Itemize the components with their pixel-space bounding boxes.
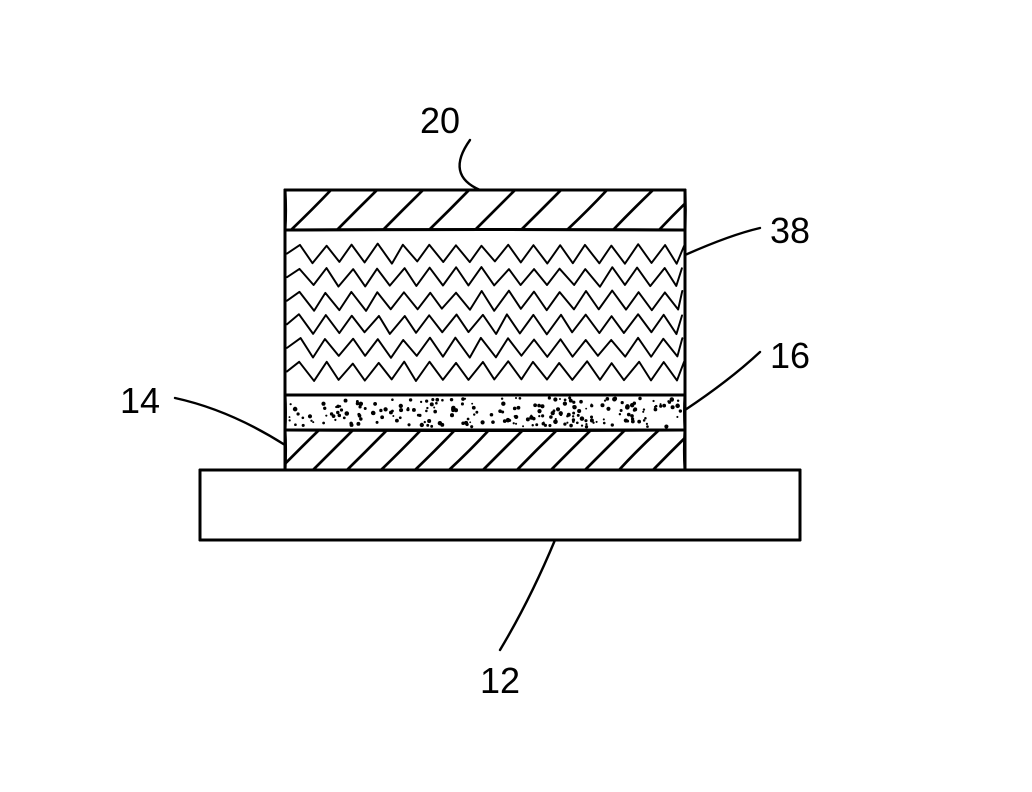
label-14: 14 — [120, 380, 160, 422]
label-12: 12 — [480, 660, 520, 702]
label-20: 20 — [420, 100, 460, 142]
diagram-stage: 20 38 16 14 12 — [0, 0, 1032, 792]
label-16: 16 — [770, 335, 810, 377]
label-38: 38 — [770, 210, 810, 252]
